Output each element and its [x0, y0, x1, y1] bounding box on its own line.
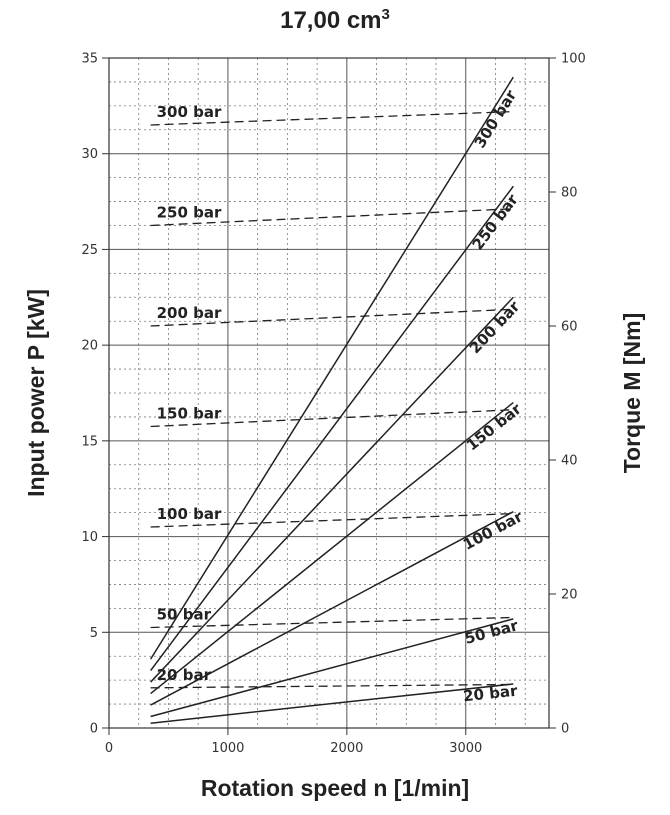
x-tick-label: 2000 — [330, 741, 363, 756]
x-tick-label: 0 — [105, 741, 113, 756]
power-line — [150, 185, 514, 672]
y-tick-label: 25 — [81, 243, 98, 258]
x-tick-label: 1000 — [211, 741, 244, 756]
torque-line — [150, 110, 514, 126]
power-line — [150, 683, 514, 724]
torque-line-label: 250 bar — [157, 204, 222, 222]
power-line — [150, 511, 514, 706]
power-line — [150, 401, 514, 695]
chart-title-text: 17,00 cm — [280, 7, 382, 34]
torque-line — [150, 683, 514, 689]
y-tick-label: 10 — [81, 530, 98, 545]
torque-line — [150, 512, 514, 528]
power-line — [150, 618, 514, 718]
y2-tick-label: 20 — [561, 588, 578, 603]
torque-line-label: 100 bar — [157, 505, 222, 523]
torque-line — [150, 308, 514, 327]
torque-line — [150, 409, 514, 428]
power-line — [150, 296, 514, 683]
x-axis-title: Rotation speed n [1/min] — [201, 775, 469, 801]
y2-axis-title: Torque M [Nm] — [619, 313, 645, 474]
torque-line-label: 300 bar — [157, 103, 222, 121]
torque-line — [150, 616, 514, 629]
torque-line-label: 150 bar — [157, 405, 222, 423]
y-tick-label: 35 — [81, 52, 98, 67]
power-line — [149, 76, 514, 660]
y2-tick-label: 80 — [561, 186, 578, 201]
y-tick-label: 5 — [90, 626, 98, 641]
power-line-label: 20 bar — [462, 682, 519, 706]
torque-line — [150, 208, 514, 227]
y-tick-label: 0 — [90, 722, 98, 737]
y-axis-title: Input power P [kW] — [23, 289, 49, 497]
y2-tick-label: 0 — [561, 722, 569, 737]
torque-line-label: 20 bar — [157, 666, 212, 684]
y-tick-label: 20 — [81, 339, 98, 354]
y2-tick-label: 60 — [561, 320, 578, 335]
y-tick-label: 30 — [81, 147, 98, 162]
y2-tick-label: 100 — [561, 52, 586, 67]
y-tick-label: 15 — [81, 434, 98, 449]
y2-tick-label: 40 — [561, 454, 578, 469]
torque-line-label: 200 bar — [157, 304, 222, 322]
torque-line-label: 50 bar — [157, 606, 212, 624]
chart-title-unit-exponent: 3 — [381, 6, 390, 23]
plot-frame — [108, 57, 550, 729]
chart-title: 17,00 cm3 — [0, 6, 670, 35]
x-tick-label: 3000 — [449, 741, 482, 756]
